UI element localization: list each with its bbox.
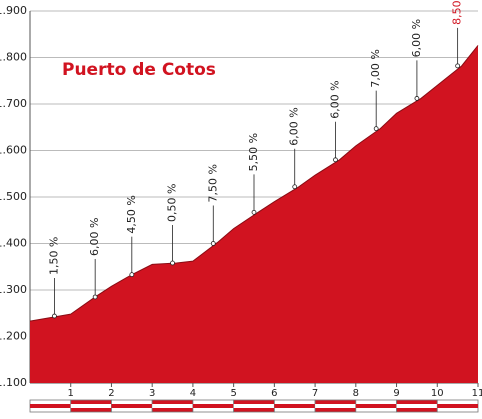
annotation-dot	[333, 157, 338, 163]
gradient-label: 7,00 %	[369, 49, 382, 87]
km-bar-stripe	[30, 404, 71, 408]
y-tick-label: 1.500	[0, 190, 27, 203]
x-tick-label: 5	[230, 388, 236, 399]
gradient-label: 0,50 %	[166, 184, 179, 222]
gradient-label: 8,50 %	[451, 0, 464, 25]
x-tick-label: 8	[353, 388, 359, 399]
x-tick-label: 4	[190, 388, 196, 399]
x-tick-label: 2	[108, 388, 114, 399]
annotation-dot	[92, 294, 98, 300]
elevation-area	[30, 45, 478, 383]
y-tick-label: 1.600	[0, 144, 27, 157]
gradient-label: 6,00 %	[410, 19, 423, 57]
annotation-dot	[292, 184, 298, 190]
km-bar-stripe	[315, 404, 356, 408]
km-bar-stripe	[437, 404, 478, 408]
gradient-label: 1,50 %	[47, 237, 60, 275]
km-bar-stripe	[152, 404, 193, 408]
x-tick-label: 6	[271, 388, 277, 399]
gradient-label: 6,00 %	[88, 218, 101, 256]
y-tick-label: 1.300	[0, 283, 27, 296]
gradient-label: 7,50 %	[206, 164, 219, 202]
x-tick-label: 11	[472, 388, 482, 399]
y-tick-label: 1.800	[0, 51, 27, 64]
y-tick-label: 1.400	[0, 237, 27, 250]
km-bar-stripe	[355, 404, 397, 408]
km-bar-stripe	[111, 404, 153, 408]
annotation-dot	[52, 313, 57, 319]
gradient-label: 6,00 %	[328, 80, 341, 118]
annotation-dot	[129, 272, 135, 278]
km-bar-stripe	[274, 404, 316, 408]
gradient-label: 6,00 %	[288, 107, 301, 145]
elevation-edge	[29, 45, 479, 322]
annotation-dot	[373, 126, 379, 132]
km-bar-stripe	[192, 404, 234, 408]
annotation-dot	[170, 260, 175, 266]
y-tick-label: 1.900	[0, 4, 27, 17]
x-tick-label: 3	[149, 388, 155, 399]
km-bar-stripe	[233, 404, 275, 408]
annotation-dot	[210, 241, 216, 246]
y-tick-label: 1.100	[0, 376, 27, 389]
gradient-label: 5,50 %	[247, 133, 260, 171]
km-bar-stripe	[70, 404, 112, 408]
x-tick-label: 7	[312, 388, 318, 399]
x-tick-label: 9	[393, 388, 399, 399]
y-tick-label: 1.200	[0, 330, 27, 343]
gradient-label: 4,50 %	[125, 195, 138, 233]
annotation-dot	[414, 96, 420, 101]
km-bar-stripe	[396, 404, 438, 408]
x-tick-label: 1	[68, 388, 74, 399]
y-tick-label: 1.700	[0, 97, 27, 110]
annotation-dot	[455, 63, 461, 69]
x-tick-label: 10	[431, 388, 444, 399]
chart-title: Puerto de Cotos	[62, 60, 216, 80]
annotation-dot	[251, 209, 257, 215]
